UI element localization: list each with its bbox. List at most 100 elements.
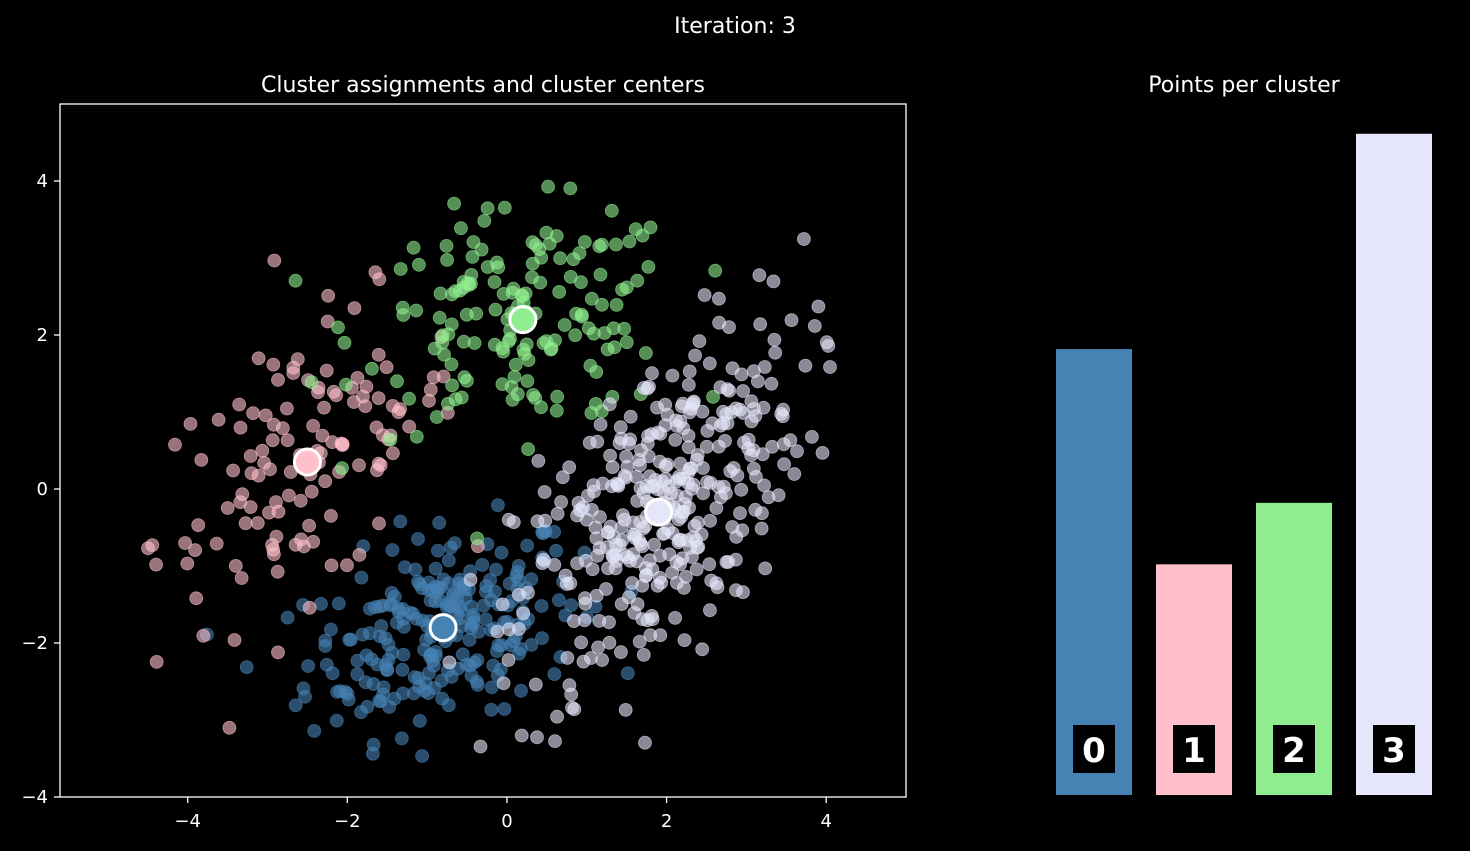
scatter-point bbox=[470, 531, 485, 546]
scatter-point bbox=[271, 372, 285, 387]
scatter-point bbox=[489, 644, 504, 658]
scatter-point bbox=[243, 449, 258, 463]
scatter-point bbox=[682, 364, 697, 379]
scatter-point bbox=[501, 512, 516, 527]
scatter-point bbox=[371, 391, 386, 406]
scatter-point bbox=[669, 488, 684, 503]
scatter-point bbox=[323, 622, 338, 637]
scatter-point bbox=[258, 408, 273, 423]
scatter-point bbox=[703, 513, 717, 528]
scatter-point bbox=[805, 429, 819, 444]
scatter-point bbox=[637, 380, 651, 395]
scatter-point bbox=[593, 417, 608, 432]
scatter-point bbox=[733, 506, 747, 520]
scatter-point bbox=[706, 389, 720, 404]
scatter-point bbox=[302, 518, 317, 533]
scatter-point bbox=[281, 488, 296, 503]
scatter-point bbox=[178, 536, 193, 550]
scatter-point bbox=[422, 583, 436, 598]
scatter-point bbox=[280, 433, 295, 448]
scatter-point bbox=[433, 286, 448, 301]
scatter-point bbox=[617, 547, 631, 562]
scatter-point bbox=[194, 452, 209, 467]
x-tick-label: 4 bbox=[820, 811, 831, 832]
scatter-point bbox=[288, 698, 303, 713]
scatter-point bbox=[790, 444, 804, 459]
scatter-point bbox=[211, 412, 226, 427]
scatter-point bbox=[734, 482, 749, 497]
scatter-point bbox=[466, 608, 481, 622]
scatter-point bbox=[271, 504, 286, 519]
scatter-point bbox=[286, 366, 301, 380]
scatter-point bbox=[711, 439, 726, 454]
scatter-point bbox=[528, 238, 543, 252]
scatter-point bbox=[490, 498, 505, 513]
scatter-point bbox=[489, 562, 503, 577]
scatter-point bbox=[798, 358, 813, 373]
scatter-point bbox=[321, 288, 336, 303]
scatter-point bbox=[751, 374, 765, 389]
scatter-point bbox=[397, 560, 412, 575]
scatter-point bbox=[288, 273, 303, 288]
scatter-point bbox=[576, 654, 591, 669]
scatter-point bbox=[754, 521, 769, 536]
y-tick-label: 0 bbox=[37, 479, 48, 500]
scatter-point bbox=[534, 599, 549, 613]
scatter-point bbox=[323, 509, 338, 523]
scatter-point bbox=[514, 683, 528, 698]
scatter-point bbox=[712, 291, 726, 306]
scatter-point bbox=[265, 433, 280, 448]
scatter-point bbox=[293, 493, 308, 508]
scatter-point bbox=[352, 458, 366, 473]
scatter-point bbox=[761, 490, 776, 505]
scatter-point bbox=[487, 275, 502, 289]
scatter-point bbox=[355, 627, 370, 642]
scatter-point bbox=[371, 347, 386, 362]
bar-label-box bbox=[1273, 725, 1315, 773]
scatter-point bbox=[480, 201, 495, 216]
scatter-point bbox=[755, 506, 769, 521]
scatter-point bbox=[467, 336, 482, 350]
scatter-point bbox=[338, 685, 353, 699]
scatter-point bbox=[239, 660, 254, 674]
scatter-point bbox=[329, 713, 344, 728]
scatter-point bbox=[453, 221, 468, 236]
scatter-point bbox=[479, 584, 493, 599]
scatter-point bbox=[490, 624, 505, 639]
scatter-point bbox=[317, 400, 331, 415]
scatter-point bbox=[555, 470, 570, 485]
scatter-point bbox=[493, 662, 508, 677]
scatter-point bbox=[335, 461, 349, 476]
scatter-point bbox=[319, 363, 334, 378]
scatter-point bbox=[787, 467, 802, 481]
scatter-point bbox=[784, 313, 799, 328]
scatter-point bbox=[302, 600, 317, 615]
scatter-point bbox=[599, 582, 613, 596]
scatter-point bbox=[448, 284, 463, 299]
scatter-point bbox=[736, 384, 750, 398]
scatter-point bbox=[497, 702, 512, 716]
scatter-point bbox=[454, 390, 469, 405]
scatter-point bbox=[665, 565, 680, 580]
scatter-point bbox=[668, 432, 683, 447]
scatter-point bbox=[395, 602, 410, 616]
scatter-point bbox=[358, 399, 373, 414]
scatter-point bbox=[783, 433, 798, 448]
scatter-point bbox=[531, 453, 546, 468]
scatter-point bbox=[595, 297, 609, 312]
scatter-point bbox=[566, 252, 581, 267]
scatter-point bbox=[514, 642, 528, 656]
scatter-point bbox=[703, 603, 717, 618]
scatter-point bbox=[427, 341, 442, 356]
scatter-point bbox=[694, 527, 709, 542]
scatter-point bbox=[777, 457, 791, 472]
scatter-point bbox=[459, 307, 474, 322]
scatter-point bbox=[688, 348, 702, 363]
scatter-point bbox=[541, 179, 555, 194]
scatter-point bbox=[653, 628, 668, 643]
scatter-point bbox=[470, 653, 485, 667]
scatter-point bbox=[576, 500, 590, 515]
bars: 0 1 2 3 bbox=[1056, 133, 1432, 795]
scatter-point bbox=[188, 543, 203, 557]
